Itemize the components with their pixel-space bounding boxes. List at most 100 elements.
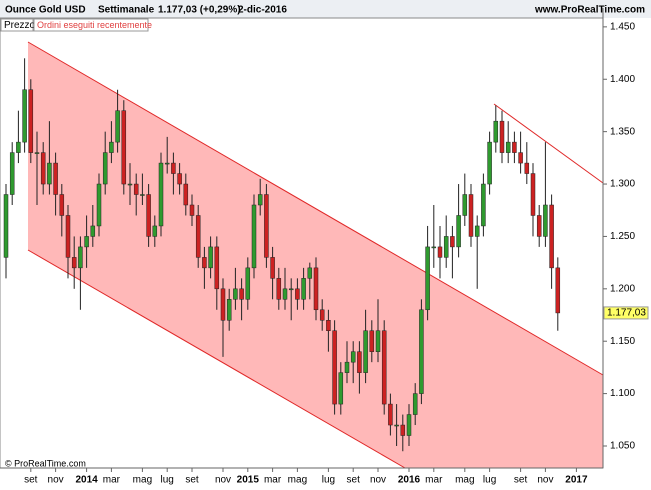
candle-body <box>406 414 412 436</box>
candle-body <box>233 288 238 300</box>
candle-body <box>22 89 27 143</box>
candle-body <box>350 351 356 363</box>
x-tick-label: set <box>347 475 361 486</box>
candle-body <box>549 204 554 269</box>
candle-body <box>412 393 418 415</box>
candle-body <box>84 236 89 248</box>
candle-body <box>140 194 145 196</box>
x-tick-label: set <box>514 475 528 486</box>
period: Settimanale <box>98 5 155 16</box>
candle-body <box>481 183 486 227</box>
candle-body <box>425 246 430 311</box>
candle-body <box>487 141 492 185</box>
x-tick-label: 2014 <box>75 475 98 486</box>
panel-label: Prezzo <box>4 20 36 31</box>
trend-line <box>493 103 604 184</box>
candle-body <box>28 89 34 153</box>
copyright: © ProRealTime.com <box>5 458 86 468</box>
x-tick-label: mar <box>425 475 443 486</box>
candle-body <box>474 225 480 237</box>
candle-body <box>127 183 133 186</box>
y-tick-label: 1.050 <box>610 441 635 452</box>
candle-body <box>369 330 375 352</box>
x-tick-label: 2015 <box>237 475 260 486</box>
candle-body <box>264 194 269 258</box>
candle-body <box>270 257 275 279</box>
header-bar <box>0 0 651 18</box>
candle-body <box>375 330 381 352</box>
candle-body <box>493 120 499 143</box>
candle-body <box>239 288 244 300</box>
x-tick-label: nov <box>537 475 553 486</box>
candle-body <box>189 204 195 216</box>
x-tick-label: lug <box>161 475 174 486</box>
candle-body <box>202 257 207 269</box>
candle-body <box>524 162 530 174</box>
candle-body <box>34 152 40 154</box>
panel-tab[interactable]: Ordini eseguiti recentemente <box>37 20 152 30</box>
site: www.ProRealTime.com <box>534 5 645 16</box>
candle-body <box>388 403 393 426</box>
candle-body <box>71 257 77 269</box>
x-tick-label: mag <box>288 475 307 486</box>
candle-body <box>245 267 251 300</box>
x-tick-label: mag <box>133 475 152 486</box>
x-tick-label: 2016 <box>398 475 421 486</box>
candle-body <box>102 152 108 185</box>
y-tick-label: 1.150 <box>610 336 635 347</box>
candle-body <box>59 194 65 216</box>
candle-body <box>115 110 120 143</box>
candle-body <box>158 162 164 227</box>
candle-body <box>288 288 294 291</box>
candle-body <box>555 267 561 314</box>
x-tick-label: mar <box>264 475 282 486</box>
candle-body <box>295 288 300 300</box>
candle-body <box>16 141 21 153</box>
candle-body <box>536 215 542 237</box>
candle-body <box>456 215 461 248</box>
panel-tab-box[interactable] <box>33 18 149 32</box>
candle-body <box>9 152 15 195</box>
candle-body <box>326 320 331 331</box>
candle-body <box>146 194 151 237</box>
candle-body <box>301 278 306 300</box>
candle-body <box>214 246 220 290</box>
candle-body <box>164 162 170 165</box>
candle-body <box>468 194 474 237</box>
y-tick-label: 1.300 <box>610 179 635 190</box>
candle-body <box>381 330 387 405</box>
candle-body <box>109 141 114 153</box>
candle-body <box>65 215 71 258</box>
candle-body <box>90 225 96 237</box>
y-tick-label: 1.100 <box>610 388 635 399</box>
candle-body <box>400 424 406 436</box>
candle-body <box>282 288 288 300</box>
last-price-box <box>603 306 649 320</box>
candle-body <box>543 204 548 237</box>
x-tick-label: mag <box>455 475 474 486</box>
x-tick-label: nov <box>215 475 231 486</box>
x-tick-label: set <box>24 475 38 486</box>
candle-body <box>47 162 52 185</box>
candle-body <box>152 225 158 237</box>
channel-fill <box>28 42 603 468</box>
candle-body <box>450 236 455 248</box>
candle-body <box>363 330 368 373</box>
candle-body <box>171 162 176 174</box>
candle-body <box>419 309 424 394</box>
x-tick-label: lug <box>322 475 335 486</box>
x-tick-label: 2017 <box>565 475 588 486</box>
candle-body <box>357 351 362 373</box>
y-tick-label: 1.200 <box>610 283 635 294</box>
last-price-label: 1.177,03 <box>607 308 646 319</box>
candle-body <box>512 141 517 153</box>
candle-body <box>183 183 189 206</box>
candle-body <box>505 141 511 153</box>
y-tick-label: 1.400 <box>610 74 635 85</box>
candle-body <box>195 215 201 258</box>
x-tick-label: nov <box>48 475 64 486</box>
candle-body <box>220 288 226 321</box>
candle-body <box>40 152 46 185</box>
y-tick-label: 1.250 <box>610 231 635 242</box>
candle-body <box>53 162 58 195</box>
